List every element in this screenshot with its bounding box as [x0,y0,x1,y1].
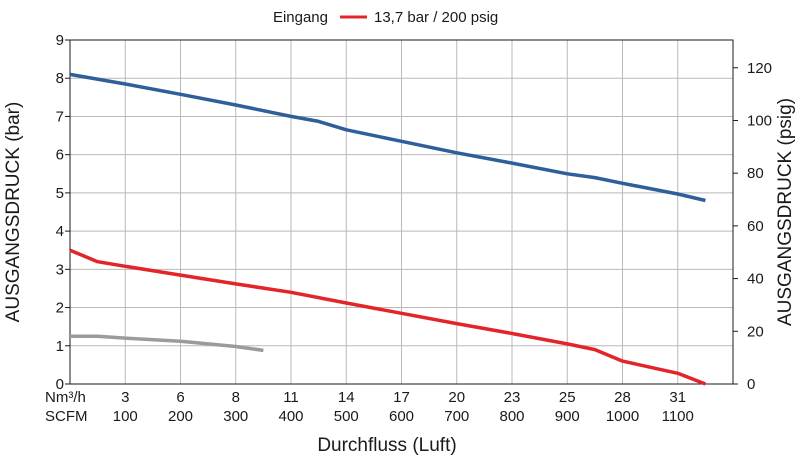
y-right-tick-label: 40 [747,271,764,288]
y-left-tick-label: 4 [56,223,64,240]
y-axis-right-title: AUSGANGSDRUCK (psig) [775,98,796,326]
plot-frame [69,39,734,385]
x-tick-label-nm3h: 28 [614,389,631,406]
series-line-1 [69,72,706,203]
y-left-tick-label: 2 [56,300,64,317]
series-layer [69,72,707,386]
x-tick-label-nm3h: 6 [176,389,184,406]
y-left-tick-label: 8 [56,70,64,87]
y-left-tick-label: 7 [56,108,64,125]
x-tick-label-nm3h: 3 [121,389,129,406]
y-axis-left-title: AUSGANGSDRUCK (bar) [3,102,24,323]
x-tick-label-scfm: 200 [168,408,193,425]
x-tick-label-nm3h: 17 [393,389,410,406]
y-right-tick-label: 80 [747,165,764,182]
x-tick-label-scfm: 1000 [606,408,639,425]
x-tick-label-scfm: 500 [334,408,359,425]
y-left-tick-label: 9 [56,32,64,49]
y-right-tick-label: 100 [747,112,772,129]
x-tick-label-scfm: 300 [223,408,248,425]
x-tick-label-nm3h: 11 [283,389,299,406]
x-tick-label-scfm: 900 [555,408,580,425]
x-tick-label-scfm: 600 [389,408,414,425]
x-axis-title: Durchfluss (Luft) [317,435,456,456]
plot-border [69,39,734,385]
x-tick-label-nm3h: 8 [232,389,240,406]
x-tick-label-scfm: 700 [444,408,469,425]
y-left-tick-label: 1 [56,338,64,355]
grid [70,40,733,384]
series-line-2 [69,248,707,386]
x-unit-scfm: SCFM [45,408,88,425]
x-tick-label-scfm: 400 [278,408,303,425]
y-right-tick-label: 0 [747,376,755,393]
x-tick-label-nm3h: 25 [559,389,576,406]
y-left-tick-label: 3 [56,261,64,278]
x-tick-label-nm3h: 14 [338,389,355,406]
x-tick-label-scfm: 100 [113,408,138,425]
legend-prefix: Eingang [273,9,328,26]
y-left-tick-label: 5 [56,185,64,202]
x-tick-label-nm3h: 31 [669,389,686,406]
x-tick-label-scfm: 1100 [662,408,694,425]
x-tick-label-nm3h: 20 [448,389,465,406]
y-right-tick-label: 120 [747,60,772,77]
series-line-3 [70,334,264,353]
x-tick-label-nm3h: 23 [504,389,521,406]
y-left-tick-label: 0 [56,376,64,393]
y-right-tick-label: 60 [747,218,764,235]
x-unit-nm3h: Nm³/h [45,389,86,406]
legend: Eingang 13,7 bar / 200 psig [273,9,498,26]
x-tick-label-scfm: 800 [499,408,524,425]
y-right-tick-label: 20 [747,323,764,340]
legend-label: 13,7 bar / 200 psig [374,9,498,26]
y-left-tick-label: 6 [56,147,64,164]
